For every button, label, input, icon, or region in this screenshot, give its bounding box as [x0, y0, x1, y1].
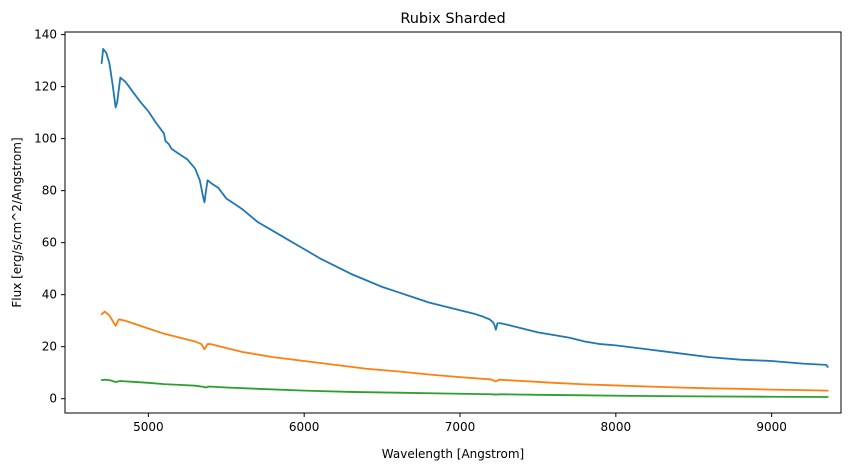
x-tick-label: 8000 — [601, 420, 632, 434]
y-tick-label: 100 — [34, 132, 57, 146]
y-axis-ticks: 0 20 40 60 80 100 120 140 — [34, 28, 65, 406]
y-tick-label: 80 — [42, 184, 57, 198]
x-tick-label: 7000 — [445, 420, 476, 434]
y-tick-label: 120 — [34, 80, 57, 94]
series-layer — [100, 48, 829, 398]
y-tick-label: 0 — [49, 392, 57, 406]
series-line-1 — [100, 48, 829, 368]
x-axis-label: Wavelength [Angstrom] — [382, 447, 524, 461]
chart-title: Rubix Sharded — [400, 11, 505, 27]
series-line-2 — [100, 310, 829, 392]
x-tick-label: 9000 — [756, 420, 787, 434]
y-tick-label: 60 — [42, 236, 57, 250]
plot-frame — [64, 31, 842, 414]
x-axis-ticks: 5000 6000 7000 8000 9000 — [133, 413, 787, 434]
y-tick-label: 40 — [42, 288, 57, 302]
y-tick-label: 140 — [34, 28, 57, 42]
series-line-3 — [100, 378, 829, 398]
x-tick-label: 5000 — [133, 420, 164, 434]
x-tick-label: 6000 — [289, 420, 320, 434]
y-axis-label: Flux [erg/s/cm^2/Angstrom] — [10, 137, 24, 307]
y-tick-label: 20 — [42, 340, 57, 354]
